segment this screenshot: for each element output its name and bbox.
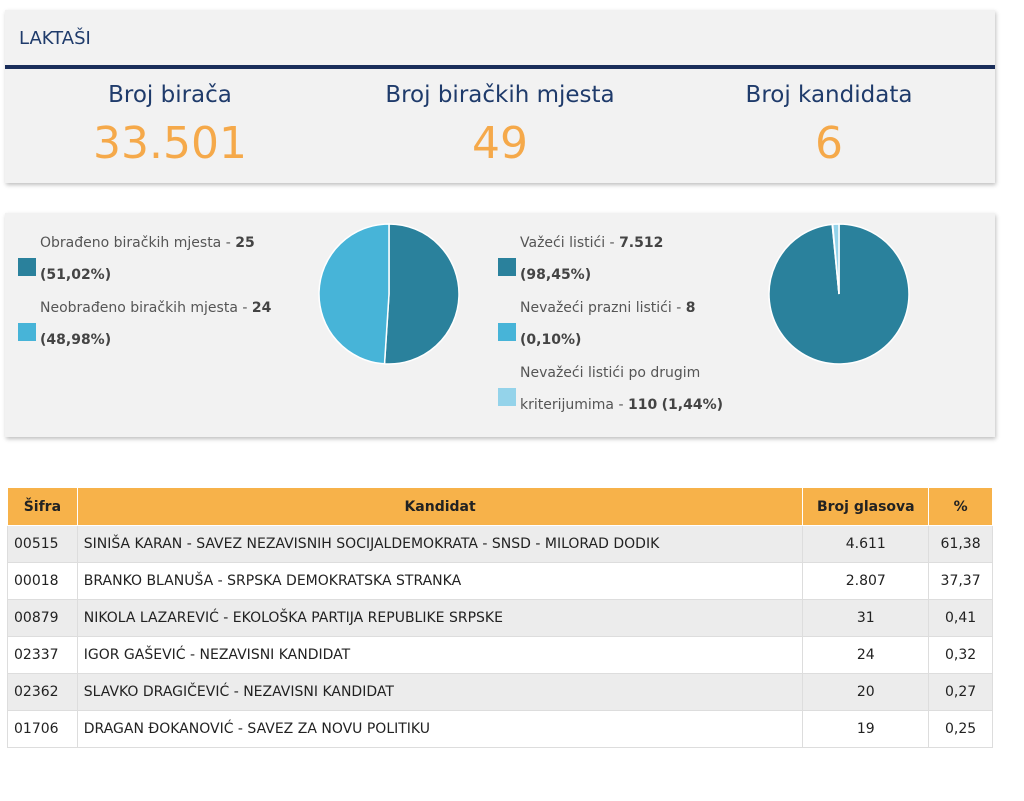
column-header: % — [928, 487, 993, 526]
legend-percent: (98,45%) — [520, 267, 592, 283]
header-row: Šifra Kandidat Broj glasova% — [7, 487, 993, 526]
stat-label: Broj kandidata — [745, 82, 913, 108]
stat: Broj biračkih mjesta 49 — [335, 82, 665, 169]
legend-label: Nevažeći prazni listići - — [520, 300, 686, 316]
legend-swatch — [18, 258, 36, 276]
table-cell: 00515 — [7, 525, 78, 563]
table-cell: 0,27 — [928, 673, 993, 711]
table-cell: 4.611 — [802, 525, 930, 563]
table-cell: BRANKO BLANUŠA - SRPSKA DEMOKRATSKA STRA… — [76, 562, 804, 600]
table-cell: IGOR GAŠEVIĆ - NEZAVISNI KANDIDAT — [76, 636, 804, 674]
legend-percent: (0,10%) — [520, 332, 582, 348]
legend-item: Neobrađeno biračkih mjesta - 24 (48,98%) — [5, 292, 275, 356]
column-header: Šifra — [7, 487, 78, 526]
table-cell: 24 — [802, 636, 930, 674]
legend-item: Nevažeći prazni listići - 8 (0,10%) — [485, 292, 725, 356]
legend-count: 8 — [685, 300, 696, 316]
legend-count: 25 — [235, 235, 255, 251]
title: LAKTAŠI — [19, 28, 91, 49]
column-header: Broj glasova — [802, 487, 930, 526]
legend-swatch — [498, 258, 516, 276]
table-cell: 0,32 — [928, 636, 993, 674]
stat: Broj birača 33.501 — [5, 82, 335, 169]
legend-percent: (48,98%) — [40, 332, 112, 348]
table-cell: 01706 — [7, 710, 78, 748]
legend-label: Neobrađeno biračkih mjesta - — [40, 300, 252, 316]
table-cell: NIKOLA LAZAREVIĆ - EKOLOŠKA PARTIJA REPU… — [76, 599, 804, 637]
table-cell: 0,41 — [928, 599, 993, 637]
legend-swatch — [18, 323, 36, 341]
pie-slice — [318, 223, 390, 365]
legend-item: Obrađeno biračkih mjesta - 25 (51,02%) — [5, 227, 275, 291]
charts-panel: Obrađeno biračkih mjesta - 25 (51,02%) Ne… — [5, 213, 995, 437]
legend-label: Nevažeći listići po drugim kriterijumima… — [520, 365, 701, 413]
table-cell: SLAVKO DRAGIČEVIĆ - NEZAVISNI KANDIDAT — [76, 673, 804, 711]
legend-item: Važeći listići - 7.512 (98,45%) — [485, 227, 725, 291]
stat-label: Broj birača — [108, 82, 232, 108]
table-cell: 02337 — [7, 636, 78, 674]
table-row: 01706 DRAGAN ĐOKANOVIĆ - SAVEZ ZA NOVU PO… — [7, 710, 993, 748]
column-header: Kandidat — [76, 487, 804, 526]
table-row: 02337 IGOR GAŠEVIĆ - NEZAVISNI KANDIDAT 24… — [7, 636, 993, 674]
pie-chart — [318, 223, 460, 365]
table-row: 00879 NIKOLA LAZAREVIĆ - EKOLOŠKA PARTIJA… — [7, 599, 993, 637]
divider — [5, 65, 995, 69]
table-cell: 2.807 — [802, 562, 930, 600]
table-cell: 61,38 — [928, 525, 993, 563]
results-table: Šifra Kandidat Broj glasova% 00515 SINIŠA KA… — [7, 487, 993, 748]
legend-percent: (1,44%) — [661, 397, 724, 413]
table-cell: 02362 — [7, 673, 78, 711]
table-row: 02362 SLAVKO DRAGIČEVIĆ - NEZAVISNI KANDI… — [7, 673, 993, 711]
table-cell: 31 — [802, 599, 930, 637]
table-cell: 19 — [802, 710, 930, 748]
table-cell: 37,37 — [928, 562, 993, 600]
pie-chart — [768, 223, 910, 365]
stat-value: 49 — [472, 118, 528, 169]
legend-count: 7.512 — [619, 235, 664, 251]
pie-slice — [383, 223, 460, 365]
legend-count: 110 — [627, 397, 658, 413]
table-row: 00515 SINIŠA KARAN - SAVEZ NEZAVISNIH SOC… — [7, 525, 993, 563]
legend-swatch — [498, 388, 516, 406]
stat-label: Broj biračkih mjesta — [385, 82, 615, 108]
table-cell: SINIŠA KARAN - SAVEZ NEZAVISNIH SOCIJALD… — [76, 525, 804, 563]
legend-label: Obrađeno biračkih mjesta - — [40, 235, 236, 251]
pie-slice — [831, 223, 840, 295]
legend-count: 24 — [251, 300, 272, 316]
summary-panel: LAKTAŠI Broj birača 33.501 Broj biračkih m… — [5, 10, 995, 183]
stat: Broj kandidata 6 — [664, 82, 994, 169]
legend-item: Nevažeći listići po drugim kriterijumima… — [485, 357, 725, 421]
stat-value: 33.501 — [93, 118, 247, 169]
table-row: 00018 BRANKO BLANUŠA - SRPSKA DEMOKRATSKA… — [7, 562, 993, 600]
legend: Obrađeno biračkih mjesta - 25 (51,02%) Ne… — [5, 227, 275, 357]
table-cell: 20 — [802, 673, 930, 711]
legend-swatch — [498, 323, 516, 341]
legend: Važeći listići - 7.512 (98,45%) Nevažeći … — [485, 227, 725, 422]
legend-percent: (51,02%) — [40, 267, 112, 283]
table-cell: 00879 — [7, 599, 78, 637]
table-cell: 0,25 — [928, 710, 993, 748]
table-body: 00515 SINIŠA KARAN - SAVEZ NEZAVISNIH SOC… — [7, 525, 993, 748]
legend-label: Važeći listići - — [520, 235, 620, 251]
table-cell: 00018 — [7, 562, 78, 600]
stat-value: 6 — [815, 118, 843, 169]
table-cell: DRAGAN ĐOKANOVIĆ - SAVEZ ZA NOVU POLITIK… — [76, 710, 804, 748]
